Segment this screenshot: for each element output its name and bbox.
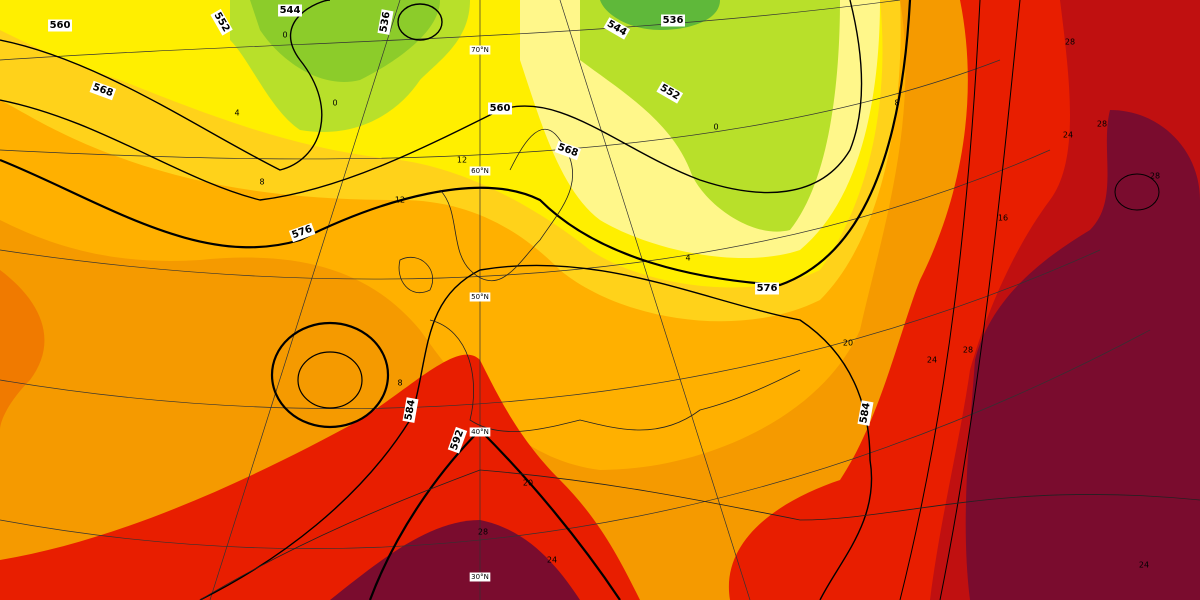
geopotential-label-box [278,4,302,17]
geopotential-label-box [656,81,684,104]
latitude-label-text: 70°N [471,46,489,54]
geopotential-label-box [554,140,582,161]
temperature-label: 12 [457,156,467,165]
geopotential-label-text: 560 [490,103,511,114]
latitude-label-text: 60°N [471,167,489,175]
temperature-label: 24 [927,356,937,365]
geopotential-label-text: 536 [663,15,684,26]
geopotential-label-box [89,80,117,101]
contour-low [1114,173,1160,211]
coastline [429,319,801,432]
temperature-label: 28 [478,528,488,537]
contour [939,0,1021,600]
geopotential-label: 584 [857,400,874,426]
temperature-label: 4 [685,254,690,263]
latitude-label: 40°N [469,427,491,437]
geopotential-label: 560 [48,19,72,32]
field-maroon-south [330,520,580,600]
temperature-label: 20 [843,339,853,348]
contour-low [397,3,443,41]
contour [899,0,981,600]
contour-cutoff [270,321,390,429]
temperature-label: 8 [259,178,264,187]
latitude-label: 50°N [469,292,491,302]
latitude-label: 70°N [469,45,491,55]
latitude-label-box [469,166,491,176]
geopotential-label: 584 [402,397,419,423]
geopotential-label: 536 [661,14,685,27]
geopotential-label-box [603,17,631,40]
latitude-label-text: 50°N [471,293,489,301]
geopotential-label-text: 584 [403,399,417,422]
geopotential-label: 544 [278,4,302,17]
temperature-label: 28 [1150,172,1160,181]
coastline [199,469,1200,600]
coastline [439,128,573,282]
graticule [0,0,1151,600]
coastlines [199,128,1200,600]
contour [199,264,873,600]
geopotential-label: 576 [755,282,779,295]
temperature-label: 20 [523,479,533,488]
temperature-label: 0 [713,123,718,132]
temperature-label: 4 [234,109,239,118]
geopotential-label-box [857,400,874,426]
geopotential-label-text: 576 [757,283,778,294]
temperature-label: 24 [547,556,557,565]
geopotential-label: 560 [488,102,512,115]
field-green-dark [250,0,440,82]
contour [0,0,863,201]
temperature-label: 28 [1065,38,1075,47]
geopotential-label-box [402,397,419,423]
parallel-60 [0,59,1001,160]
temperature-label: 12 [395,196,405,205]
temperature-label: 24 [1063,131,1073,140]
temperature-label: 16 [998,214,1008,223]
geopotential-label-box [661,14,685,27]
meridian [559,0,751,600]
contour [0,0,331,171]
latitude-label-box [469,427,491,437]
latitude-label-box [469,45,491,55]
latitude-label: 30°N [469,572,491,582]
geopotential-label-box [755,282,779,295]
contour-cutoff [297,351,363,409]
parallel-30 [0,329,1151,549]
contour [0,0,912,287]
geopotential-label-text: 536 [378,11,392,34]
geopotential-label-text: 544 [280,5,301,16]
geopotential-label-box [288,222,316,243]
temperature-label: 0 [282,31,287,40]
geopotential-label-box [210,8,233,36]
field-orange-west [0,270,45,430]
temperature-label: 0 [332,99,337,108]
temperature-label: 28 [1097,120,1107,129]
geopotential-label-text: 584 [858,402,872,425]
geopotential-label-box [377,9,394,35]
geopotential-label-text: 560 [50,20,71,31]
geopotential-label: 536 [377,9,394,35]
geopotential-label-box [488,102,512,115]
geopotential-label-box [48,19,72,32]
latitude-label-text: 40°N [471,428,489,436]
parallel-70 [0,0,901,61]
latitude-label-box [469,572,491,582]
temperature-label: 8 [397,379,402,388]
meridian [209,0,401,600]
temperature-label: 28 [963,346,973,355]
latitude-label: 60°N [469,166,491,176]
temperature-label: 8 [894,99,899,108]
latitude-label-text: 30°N [471,573,489,581]
field-maroon [965,110,1200,600]
latitude-label-box [469,292,491,302]
geopotential-label-box [447,426,468,454]
field-green [580,0,840,232]
coastline [398,257,433,293]
parallel-50 [0,149,1051,280]
parallel-40 [0,249,1101,409]
temperature-label: 24 [1139,561,1149,570]
